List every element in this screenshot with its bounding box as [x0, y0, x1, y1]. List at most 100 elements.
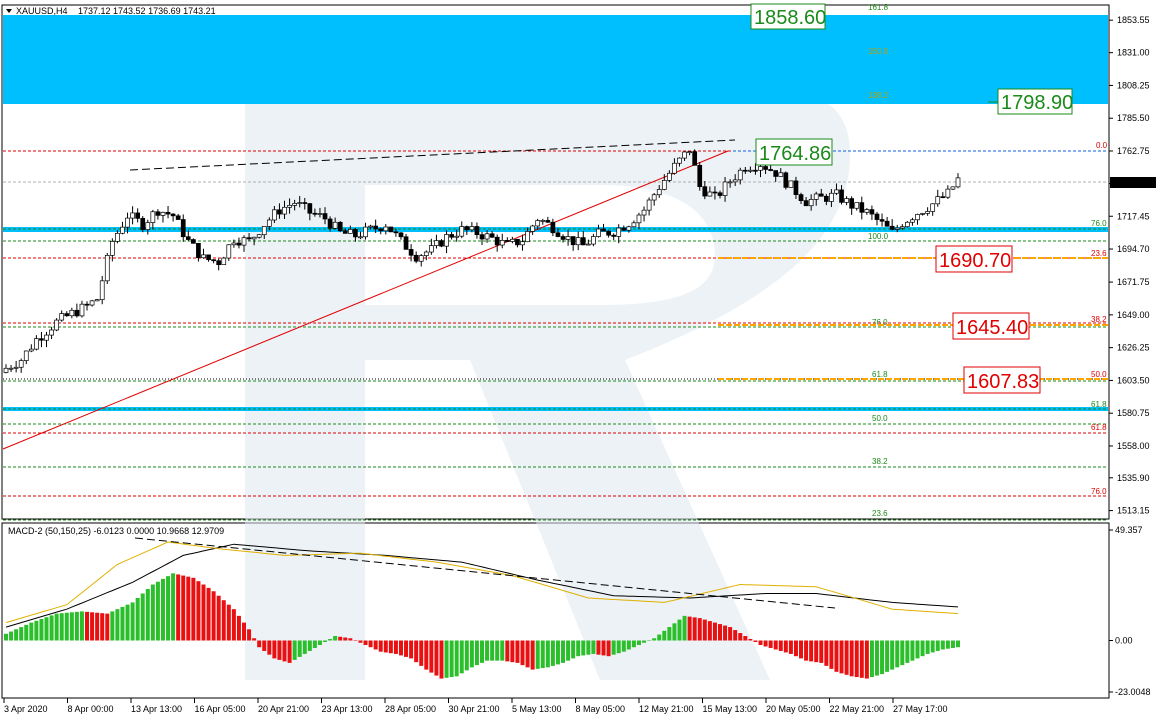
fib-76-a: 76.0: [1091, 219, 1107, 228]
macd-histogram: [4, 573, 960, 679]
macd-bar: [601, 640, 606, 656]
svg-text:1798.90: 1798.90: [1001, 92, 1073, 114]
candle-body: [894, 227, 900, 230]
candle-body: [39, 338, 44, 341]
macd-bar: [687, 616, 692, 641]
candle-body: [13, 366, 19, 369]
price-tick-label: 1671.75: [1117, 277, 1150, 287]
candle-body: [74, 309, 80, 317]
macd-bar: [631, 640, 636, 648]
candle-body: [778, 172, 784, 177]
candle-body: [854, 202, 860, 209]
candle-body: [702, 186, 708, 197]
candle-body: [398, 232, 404, 238]
candle-body: [135, 212, 141, 219]
callout-1690: 1690.70: [718, 245, 1108, 273]
macd-bar: [317, 640, 322, 645]
candle-body: [160, 211, 166, 216]
candle-body: [773, 170, 779, 177]
current-price-tag: 1743.21: [1110, 177, 1156, 188]
macd-bar: [920, 640, 925, 657]
macd-bar: [100, 613, 105, 641]
candle-body: [241, 237, 247, 246]
macd-bar: [778, 640, 783, 651]
macd-bar: [54, 613, 59, 641]
candle-body: [869, 209, 875, 215]
candle-body: [808, 199, 814, 207]
candle-body: [185, 236, 191, 240]
dropdown-triangle-icon: [6, 9, 12, 13]
macd-bar: [267, 640, 272, 655]
price-tick-label: 1694.70: [1117, 244, 1150, 254]
candle-body: [3, 367, 9, 373]
candle-body: [201, 254, 206, 259]
svg-text:1690.70: 1690.70: [939, 250, 1011, 272]
macd-bar: [728, 627, 733, 641]
macd-bar: [581, 640, 586, 656]
macd-bar: [702, 619, 707, 641]
fib-61-8-b: 61.8: [1091, 400, 1107, 409]
candle-body: [601, 228, 606, 232]
candlesticks: [3, 149, 961, 374]
time-tick-label: 22 May 21:00: [830, 704, 885, 714]
candle-body: [383, 226, 389, 232]
candle-body: [899, 226, 905, 229]
candle-body: [732, 179, 738, 183]
candle-body: [687, 151, 692, 154]
candle-body: [44, 334, 49, 341]
macd-bar: [79, 611, 84, 641]
candle-body: [332, 221, 338, 229]
macd-bar: [895, 640, 900, 668]
candle-body: [28, 348, 34, 352]
candle-body: [221, 257, 227, 266]
macd-bar: [940, 640, 945, 650]
candle-body: [140, 218, 146, 230]
candle-body: [322, 213, 328, 220]
candle-body: [555, 232, 561, 237]
macd-bar: [814, 640, 819, 663]
macd-bar: [596, 640, 601, 655]
candle-body: [682, 151, 687, 159]
candle-body: [793, 180, 799, 195]
macd-bar: [155, 581, 160, 641]
candle-body: [342, 230, 348, 234]
macd-bar: [525, 640, 530, 668]
callout-1858: 1858.60: [750, 3, 826, 30]
macd-bar: [793, 640, 798, 657]
candle-body: [596, 228, 601, 237]
macd-bar: [130, 602, 135, 641]
candle-body: [742, 169, 748, 172]
macd-bar: [166, 576, 171, 641]
macd-bar: [257, 640, 262, 648]
macd-bar: [707, 621, 712, 641]
candle-body: [677, 157, 682, 164]
macd-bar: [398, 640, 403, 656]
macd-bar: [505, 640, 510, 662]
callout-1607: 1607.83: [718, 366, 1108, 394]
macd-bar: [900, 640, 905, 666]
time-axis: 3 Apr 2020 8 Apr 00:00 13 Apr 13:00 16 Apr …: [3, 698, 948, 714]
fib-50-red: 50.0: [1091, 370, 1107, 379]
candle-body: [829, 192, 834, 202]
macd-bar: [429, 640, 434, 673]
candle-body: [672, 162, 677, 174]
macd-bar: [545, 640, 550, 668]
macd-bar: [9, 631, 14, 641]
candle-body: [34, 338, 39, 350]
price-tick-label: 1808.25: [1117, 80, 1150, 90]
macd-bar: [459, 640, 464, 674]
macd-bar: [373, 640, 378, 650]
macd-line: [5, 541, 959, 624]
macd-bar: [424, 640, 429, 670]
candle-body: [879, 219, 885, 222]
macd-bar: [282, 640, 287, 662]
candle-body: [545, 220, 551, 223]
candle-body: [570, 236, 576, 246]
macd-bar: [834, 640, 839, 672]
macd-bar: [495, 640, 500, 661]
fib-38-2-green: 38.2: [872, 457, 888, 466]
price-tick-label: 1580.75: [1117, 408, 1150, 418]
candle-body: [656, 189, 662, 196]
macd-bar: [880, 640, 885, 675]
